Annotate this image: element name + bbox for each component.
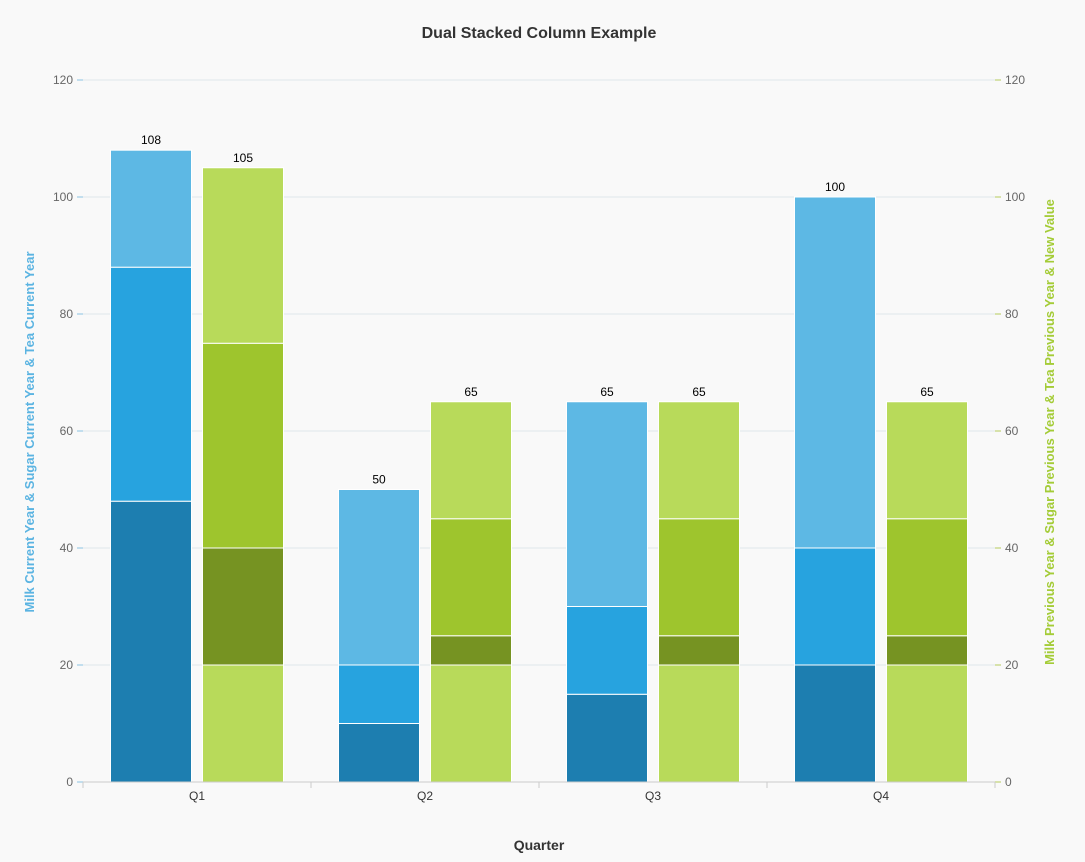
chart-title: Dual Stacked Column Example [422, 25, 657, 42]
bar-segment [658, 518, 740, 637]
data-label: 65 [920, 385, 934, 399]
bars [110, 149, 968, 783]
y-tick-label-right: 120 [1005, 73, 1025, 87]
axes: 0 0 20 20 40 40 60 60 80 80 100 100 120 120 Q1 Q2 Q3 Q4 [53, 73, 1025, 803]
x-axis-title: Quarter [514, 837, 565, 853]
y-tick-label-right: 80 [1005, 307, 1019, 321]
y-tick-label-right: 0 [1005, 775, 1012, 789]
bar-segment [566, 401, 648, 607]
x-tick-label: Q4 [873, 789, 889, 803]
x-tick-label: Q1 [189, 789, 205, 803]
y-tick-label-left: 60 [60, 424, 74, 438]
data-label: 105 [233, 151, 253, 165]
bar-segment [110, 266, 192, 502]
bar-segment [886, 518, 968, 637]
y-tick-label-left: 120 [53, 73, 73, 87]
y-tick-label-left: 40 [60, 541, 74, 555]
bar-segment [110, 149, 192, 268]
bar-segment [566, 606, 648, 695]
bar-segment [658, 635, 740, 666]
y-tick-label-right: 40 [1005, 541, 1019, 555]
bar-segment [794, 547, 876, 666]
y-axis-title-left: Milk Current Year & Sugar Current Year &… [22, 251, 37, 612]
data-label: 65 [464, 385, 478, 399]
bar-segment [430, 664, 512, 783]
bar-segment [430, 518, 512, 637]
bar-segment [430, 401, 512, 520]
data-label: 50 [372, 473, 386, 487]
bar-segment [338, 664, 420, 724]
data-label: 100 [825, 180, 845, 194]
bar-segment [202, 342, 284, 549]
y-tick-label-left: 0 [66, 775, 73, 789]
y-tick-label-left: 20 [60, 658, 74, 672]
x-tick-label: Q2 [417, 789, 433, 803]
data-label: 108 [141, 133, 161, 147]
bar-segment [430, 635, 512, 666]
data-label: 65 [600, 385, 614, 399]
bar-segment [658, 664, 740, 783]
y-axis-title-right: Milk Previous Year & Sugar Previous Year… [1042, 199, 1057, 665]
y-tick-label-right: 20 [1005, 658, 1019, 672]
bar-segment [110, 500, 192, 783]
y-tick-label-right: 100 [1005, 190, 1025, 204]
data-labels: 108 105 50 65 65 65 100 65 [141, 133, 934, 486]
bar-segment [338, 723, 420, 783]
data-label: 65 [692, 385, 706, 399]
bar-segment [886, 635, 968, 666]
bar-segment [202, 547, 284, 666]
x-tick-label: Q3 [645, 789, 661, 803]
bar-segment [886, 664, 968, 783]
bar-segment [658, 401, 740, 520]
y-tick-label-left: 100 [53, 190, 73, 204]
bar-segment [794, 664, 876, 783]
bar-segment [202, 664, 284, 783]
bar-segment [202, 167, 284, 344]
bar-segment [566, 693, 648, 783]
y-tick-label-right: 60 [1005, 424, 1019, 438]
bar-segment [338, 489, 420, 666]
y-tick-label-left: 80 [60, 307, 74, 321]
bar-segment [794, 196, 876, 549]
bar-segment [886, 401, 968, 520]
